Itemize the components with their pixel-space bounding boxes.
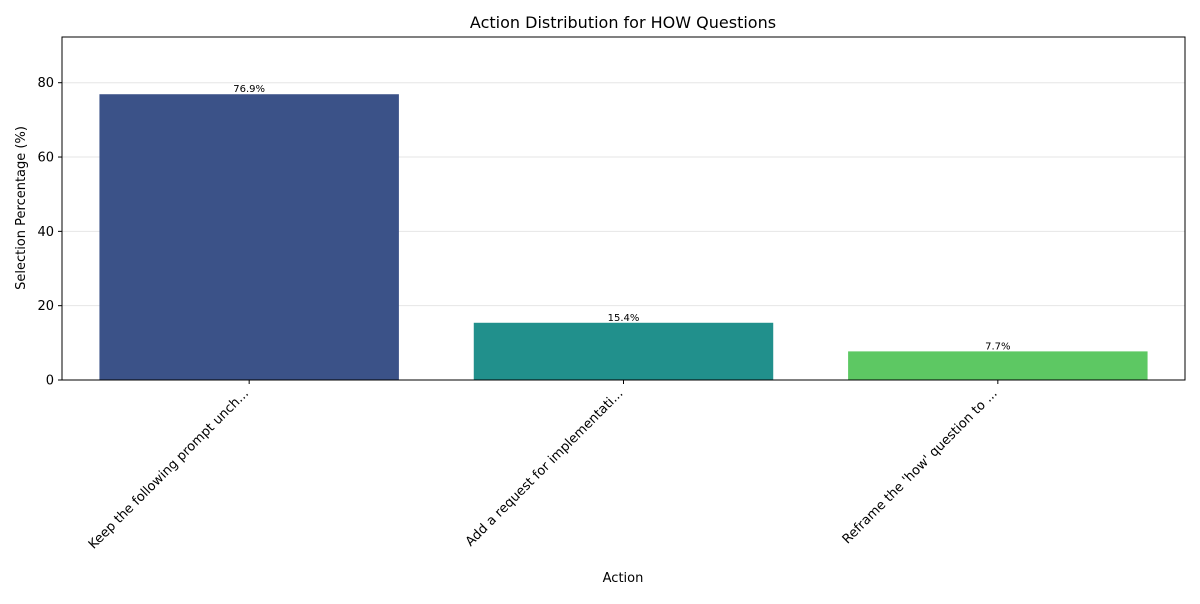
y-axis-label: Selection Percentage (%) — [14, 126, 29, 290]
bar — [473, 322, 774, 380]
x-tick-label: Reframe the 'how' question to ... — [840, 386, 1001, 547]
x-axis: Keep the following prompt unch... Add a r… — [86, 380, 1001, 552]
bar-value-label: 7.7% — [985, 341, 1010, 352]
y-tick-label: 40 — [37, 225, 54, 240]
bar-value-label: 76.9% — [233, 84, 265, 95]
bar — [848, 351, 1148, 380]
bar-value-label: 15.4% — [608, 313, 640, 324]
x-tick-label: Keep the following prompt unch... — [86, 386, 252, 552]
chart-title: Action Distribution for HOW Questions — [470, 13, 776, 32]
y-axis: 0 20 40 60 80 — [37, 76, 62, 389]
y-tick-label: 20 — [37, 299, 54, 314]
data-labels: 76.9% 15.4% 7.7% — [233, 84, 1010, 352]
bars-layer — [99, 94, 1148, 380]
y-tick-label: 0 — [46, 374, 54, 389]
bar — [99, 94, 399, 380]
x-axis-label: Action — [603, 571, 644, 586]
y-tick-label: 60 — [37, 151, 54, 166]
y-tick-label: 80 — [37, 76, 54, 91]
x-tick-label: Add a request for implementati... — [463, 386, 626, 549]
